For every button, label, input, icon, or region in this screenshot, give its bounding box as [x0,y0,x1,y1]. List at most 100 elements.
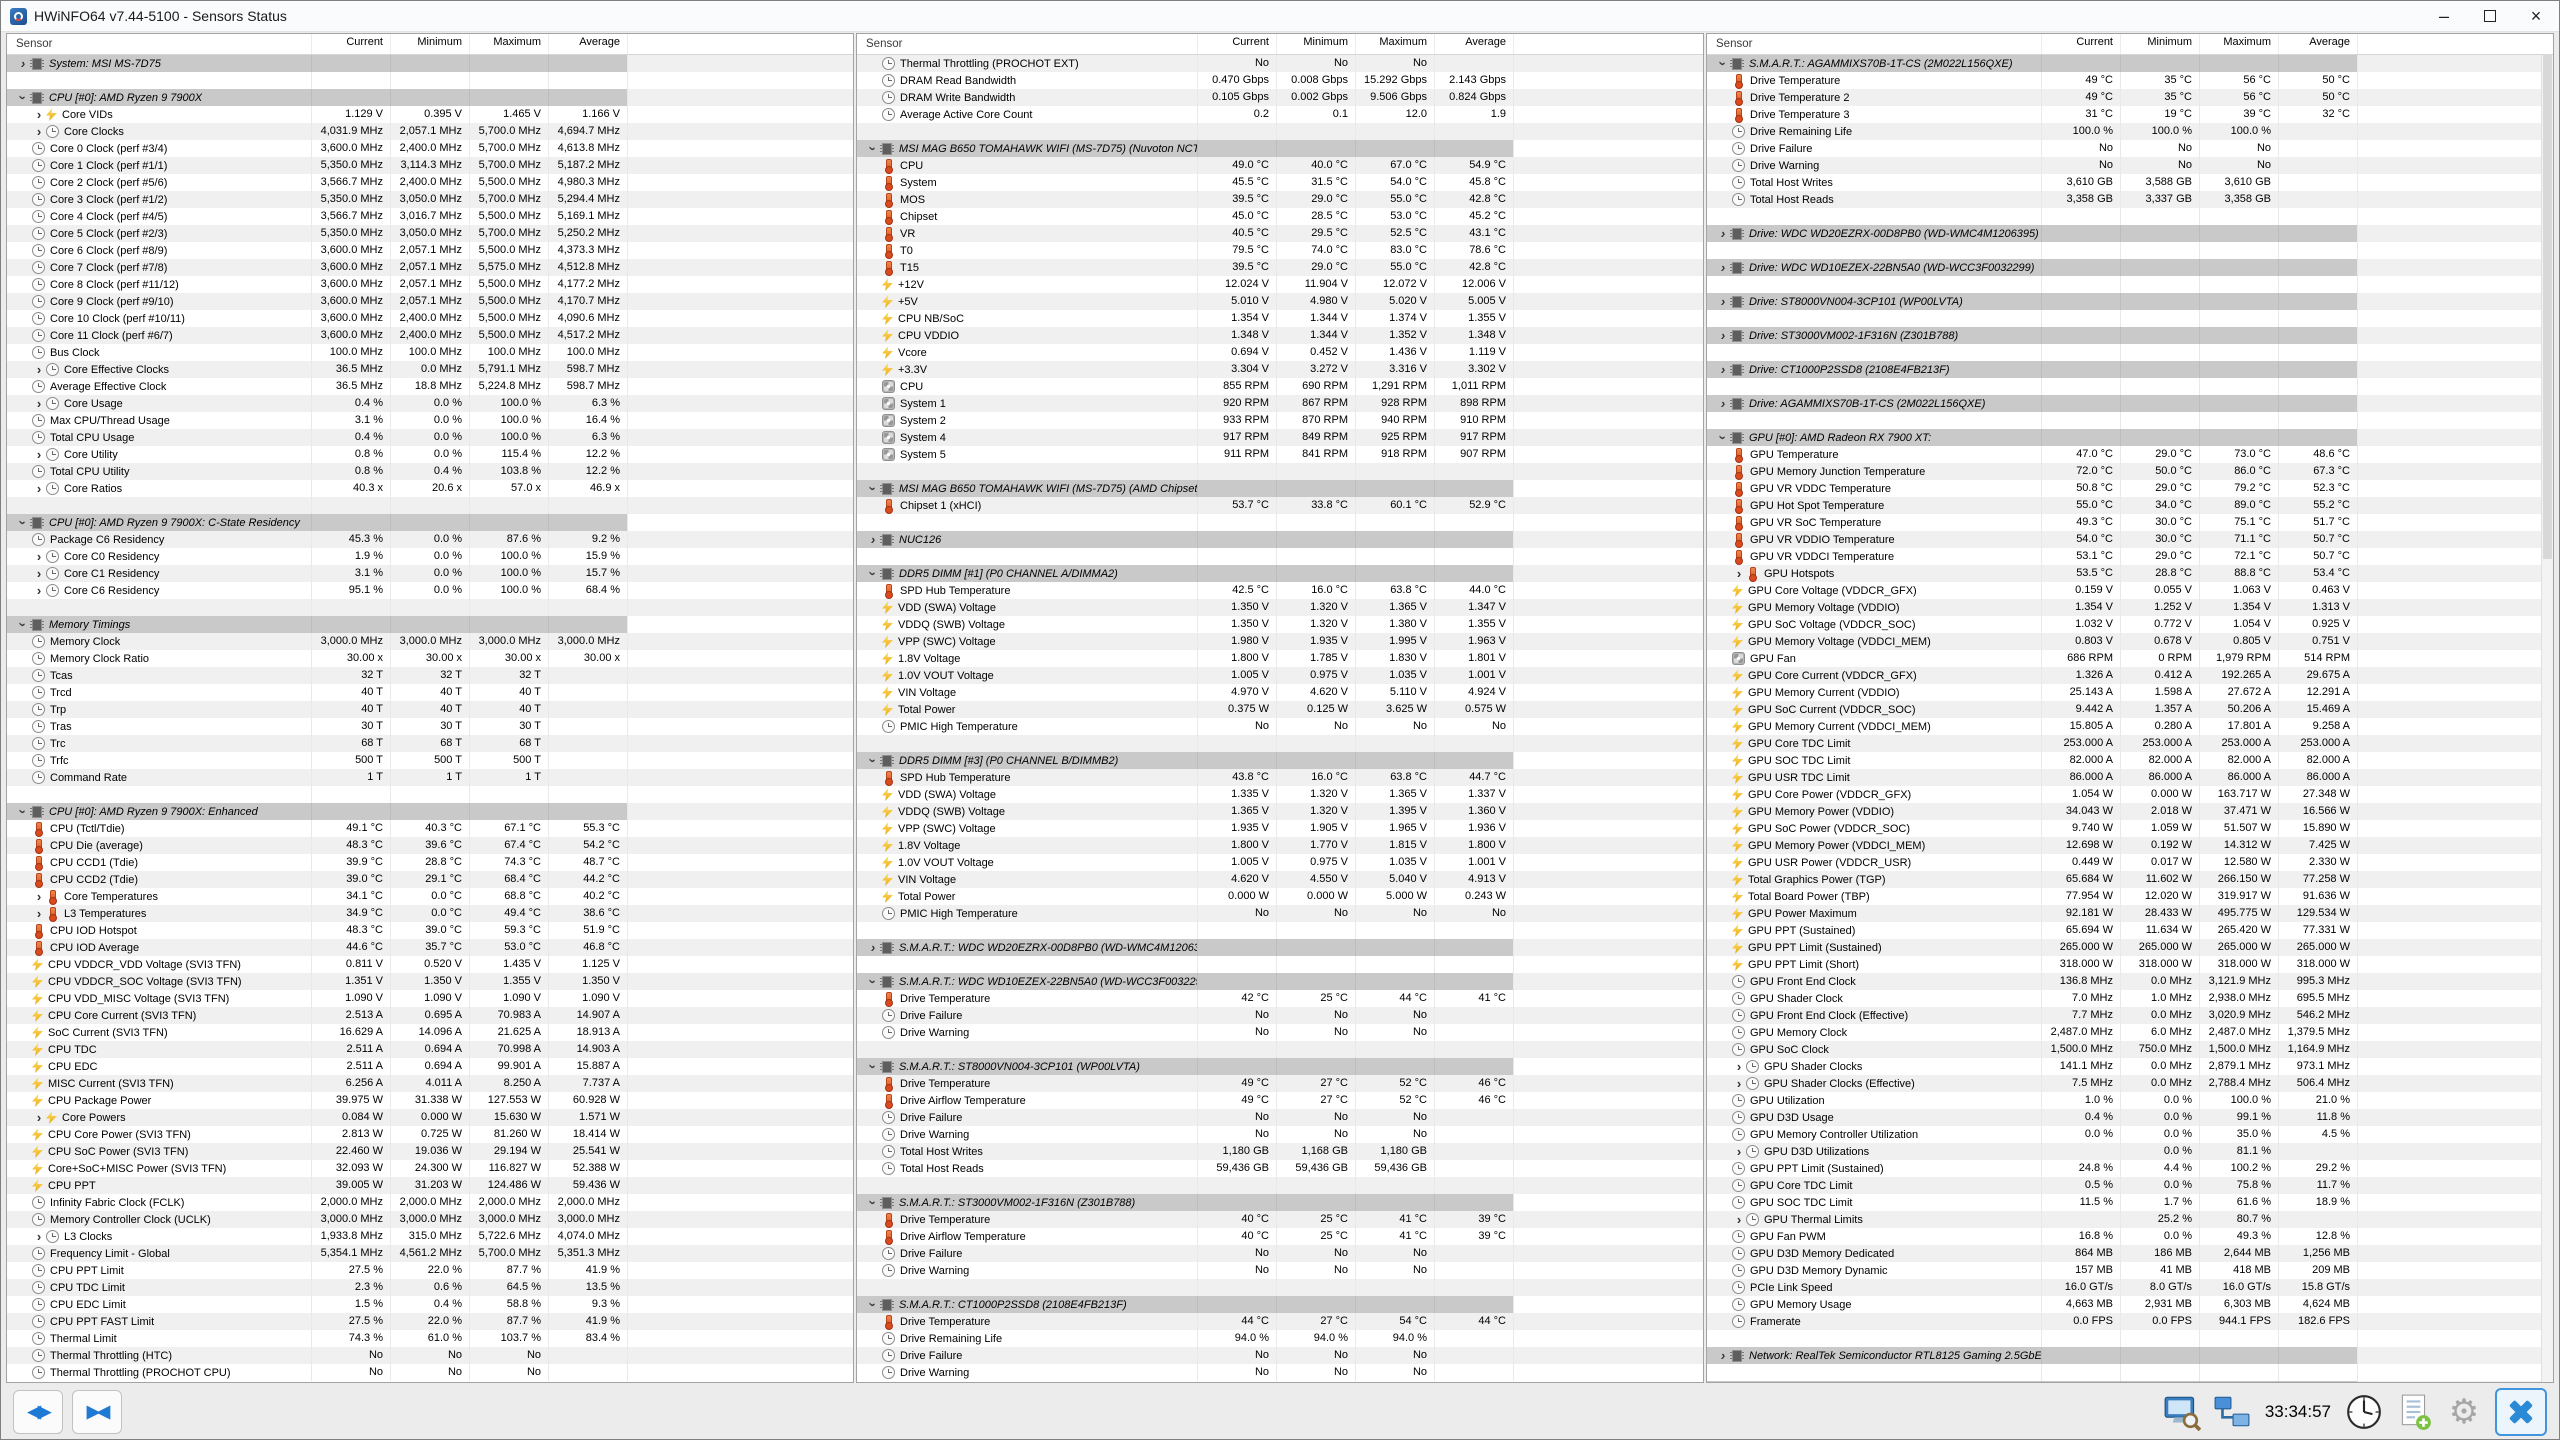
sensor-row[interactable]: GPU PPT Limit (Sustained) 24.8 % 4.4 % 100.… [1707,1160,2553,1177]
sensor-row[interactable]: Infinity Fabric Clock (FCLK) 2,000.0 MHz 2… [7,1194,853,1211]
sensor-row[interactable]: +5V 5.010 V 4.980 V 5.020 V 5.005 V [857,293,1703,310]
sensor-row[interactable]: Tras 30 T 30 T 30 T [7,718,853,735]
sensor-row[interactable]: VPP (SWC) Voltage 1.980 V 1.935 V 1.995 V 1.… [857,633,1703,650]
sensor-row[interactable]: CPU 49.0 °C 40.0 °C 67.0 °C 54.9 °C [857,157,1703,174]
sensor-row[interactable]: Thermal Throttling (HTC) No No No [7,1347,853,1364]
title-bar[interactable]: HWiNFO64 v7.44-5100 - Sensors Status – × [1,1,2559,32]
sensor-row[interactable]: Drive Remaining Life 94.0 % 94.0 % 94.0 % [857,1330,1703,1347]
sensor-row[interactable]: › Core Ratios 40.3 x 20.6 x 57.0 x 46.9 x [7,480,853,497]
sensor-row[interactable]: Drive Temperature 40 °C 25 °C 41 °C 39 °C [857,1211,1703,1228]
group-row[interactable]: › MSI MAG B650 TOMAHAWK WIFI (MS-7D75) (A… [857,480,1703,497]
sensor-row[interactable]: SoC Current (SVI3 TFN) 16.629 A 14.096 A 21… [7,1024,853,1041]
sensor-row[interactable]: › GPU Shader Clocks 141.1 MHz 0.0 MHz 2,879.… [1707,1058,2553,1075]
sensor-row[interactable]: › Core C0 Residency 1.9 % 0.0 % 100.0 % 15.9 … [7,548,853,565]
sensor-row[interactable]: GPU Memory Voltage (VDDCI_MEM) 0.803 V 0.6… [1707,633,2553,650]
sensor-row[interactable]: GPU Memory Clock 2,487.0 MHz 6.0 MHz 2,487.… [1707,1024,2553,1041]
clock-button[interactable] [2345,1393,2383,1431]
sensor-row[interactable]: Drive Failure No No No [857,1109,1703,1126]
sensor-row[interactable]: CPU VDD_MISC Voltage (SVI3 TFN) 1.090 V 1.… [7,990,853,1007]
sensor-row[interactable]: VIN Voltage 4.970 V 4.620 V 5.110 V 4.924 V [857,684,1703,701]
sensor-row[interactable]: Drive Failure No No No [857,1347,1703,1364]
sensor-row[interactable]: CPU PPT Limit 27.5 % 22.0 % 87.7 % 41.9 % [7,1262,853,1279]
group-row[interactable]: › Memory Timings [7,616,853,633]
settings-button[interactable]: ⚙ [2445,1393,2483,1431]
expand-chevron[interactable]: › [36,889,42,904]
sensor-row[interactable]: T15 39.5 °C 29.0 °C 55.0 °C 42.8 °C [857,259,1703,276]
group-row[interactable]: › Drive: WDC WD10EZEX-22BN5A0 (WD-WCC3F00… [1707,259,2553,276]
sensor-row[interactable]: Drive Airflow Temperature 49 °C 27 °C 52 °C… [857,1092,1703,1109]
column-header-average[interactable]: Average [548,34,627,54]
sensor-row[interactable]: Drive Warning No No No [857,1024,1703,1041]
expand-chevron[interactable]: › [36,447,42,462]
group-row[interactable]: › S.M.A.R.T.: ST3000VM002-1F316N (Z301B78… [857,1194,1703,1211]
expand-chevron[interactable]: › [865,1064,881,1069]
sensor-row[interactable]: GPU Memory Controller Utilization 0.0 % 0.… [1707,1126,2553,1143]
sensor-row[interactable]: GPU Front End Clock (Effective) 7.7 MHz 0.… [1707,1007,2553,1024]
expand-chevron[interactable]: › [36,107,42,122]
sensor-row[interactable]: CPU PPT FAST Limit 27.5 % 22.0 % 87.7 % 41.9… [7,1313,853,1330]
sensor-row[interactable]: GPU Memory Usage 4,663 MB 2,931 MB 6,303 MB… [1707,1296,2553,1313]
sensor-row[interactable]: GPU PPT Limit (Sustained) 265.000 W 265.00… [1707,939,2553,956]
expand-chevron[interactable]: › [15,95,31,100]
sensor-row[interactable]: CPU 855 RPM 690 RPM 1,291 RPM 1,011 RPM [857,378,1703,395]
sensor-row[interactable]: GPU VR VDDCI Temperature 53.1 °C 29.0 °C 72… [1707,548,2553,565]
expand-chevron[interactable]: › [1720,362,1726,377]
sensor-row[interactable]: Total CPU Usage 0.4 % 0.0 % 100.0 % 6.3 % [7,429,853,446]
sensor-row[interactable]: GPU Core TDC Limit 253.000 A 253.000 A 253.… [1707,735,2553,752]
sensor-row[interactable]: Total Host Reads 3,358 GB 3,337 GB 3,358 GB [1707,191,2553,208]
sensor-row[interactable]: GPU Core Current (VDDCR_GFX) 1.326 A 0.412… [1707,667,2553,684]
sensor-row[interactable]: › GPU Thermal Limits 25.2 % 80.7 % [1707,1211,2553,1228]
sensor-row[interactable]: Drive Remaining Life 100.0 % 100.0 % 100.0 … [1707,123,2553,140]
sensor-row[interactable]: GPU SoC Current (VDDCR_SOC) 9.442 A 1.357 … [1707,701,2553,718]
expand-chevron[interactable]: › [15,809,31,814]
sensor-row[interactable]: Drive Warning No No No [857,1262,1703,1279]
sensor-row[interactable]: › L3 Temperatures 34.9 °C 0.0 °C 49.4 °C 38.6… [7,905,853,922]
sensor-row[interactable]: Total CPU Utility 0.8 % 0.4 % 103.8 % 12.2 % [7,463,853,480]
sensor-row[interactable]: Max CPU/Thread Usage 3.1 % 0.0 % 100.0 % 16.… [7,412,853,429]
sensor-row[interactable]: CPU Package Power 39.975 W 31.338 W 127.553… [7,1092,853,1109]
sensor-row[interactable]: Total Power 0.375 W 0.125 W 3.625 W 0.575 W [857,701,1703,718]
group-row[interactable]: › S.M.A.R.T.: AGAMMIXS70B-1T-CS (2M022L15… [1707,55,2553,72]
group-row[interactable]: › Network: RealTek Semiconductor RTL8125 … [1707,1347,2553,1364]
sensor-row[interactable]: GPU Shader Clock 7.0 MHz 1.0 MHz 2,938.0 MH… [1707,990,2553,1007]
sensor-row[interactable]: CPU TDC Limit 2.3 % 0.6 % 64.5 % 13.5 % [7,1279,853,1296]
expand-chevron[interactable]: › [1715,61,1731,66]
group-row[interactable]: › Drive: AGAMMIXS70B-1T-CS (2M022L156QXE) [1707,395,2553,412]
sensor-row[interactable]: GPU SoC Voltage (VDDCR_SOC) 1.032 V 0.772 … [1707,616,2553,633]
sensor-row[interactable]: Total Power 0.000 W 0.000 W 5.000 W 0.243 W [857,888,1703,905]
sensor-row[interactable]: Total Host Writes 1,180 GB 1,168 GB 1,180 G… [857,1143,1703,1160]
column-header-maximum[interactable]: Maximum [1355,34,1434,54]
sensor-row[interactable]: 1.0V VOUT Voltage 1.005 V 0.975 V 1.035 V 1.… [857,667,1703,684]
expand-chevron[interactable]: › [1720,226,1726,241]
sensor-row[interactable]: › Core Powers 0.084 W 0.000 W 15.630 W 1.571 … [7,1109,853,1126]
sensor-row[interactable]: Drive Failure No No No [1707,140,2553,157]
sensor-row[interactable]: Core 7 Clock (perf #7/8) 3,600.0 MHz 2,057… [7,259,853,276]
network-status-button[interactable] [2213,1393,2251,1431]
expand-chevron[interactable]: › [865,1302,881,1307]
sensor-row[interactable]: CPU PPT 39.005 W 31.203 W 124.486 W 59.436 W [7,1177,853,1194]
expand-chevron[interactable]: › [36,481,42,496]
sensor-row[interactable]: Tcas 32 T 32 T 32 T [7,667,853,684]
expand-chevron[interactable]: › [1720,260,1726,275]
sensor-row[interactable]: › GPU Hotspots 53.5 °C 28.8 °C 88.8 °C 53.4 °… [1707,565,2553,582]
group-row[interactable]: › Drive: ST8000VN004-3CP101 (WP00LVTA) [1707,293,2553,310]
sensor-row[interactable]: CPU SoC Power (SVI3 TFN) 22.460 W 19.036 W… [7,1143,853,1160]
sensor-row[interactable]: +12V 12.024 V 11.904 V 12.072 V 12.006 V [857,276,1703,293]
sensor-row[interactable]: Core+SoC+MISC Power (SVI3 TFN) 32.093 W 24… [7,1160,853,1177]
sensor-row[interactable]: Thermal Throttling (PROCHOT EXT) No No No [857,55,1703,72]
expand-chevron[interactable]: › [1736,1059,1742,1074]
sensor-row[interactable]: GPU SOC TDC Limit 11.5 % 1.7 % 61.6 % 18.9 % [1707,1194,2553,1211]
sensor-row[interactable]: GPU VR VDDIO Temperature 54.0 °C 30.0 °C 71… [1707,531,2553,548]
sensor-row[interactable]: Drive Temperature 49 °C 35 °C 56 °C 50 °C [1707,72,2553,89]
expand-chevron[interactable]: › [865,758,881,763]
group-row[interactable]: › Drive: WDC WD20EZRX-00D8PB0 (WD-WMC4M12… [1707,225,2553,242]
sensor-row[interactable]: CPU IOD Average 44.6 °C 35.7 °C 53.0 °C 46.8… [7,939,853,956]
sensor-row[interactable]: PCIe Link Speed 16.0 GT/s 8.0 GT/s 16.0 GT/… [1707,1279,2553,1296]
scroll-to-end-button[interactable]: ▶◀ [72,1390,122,1434]
sensor-row[interactable]: CPU IOD Hotspot 48.3 °C 39.0 °C 59.3 °C 51.9… [7,922,853,939]
sensor-row[interactable]: Thermal Limit 74.3 % 61.0 % 103.7 % 83.4 % [7,1330,853,1347]
expand-chevron[interactable]: › [15,622,31,627]
expand-chevron[interactable]: › [36,362,42,377]
expand-chevron[interactable]: › [1720,328,1726,343]
column-header-current[interactable]: Current [2041,34,2120,54]
